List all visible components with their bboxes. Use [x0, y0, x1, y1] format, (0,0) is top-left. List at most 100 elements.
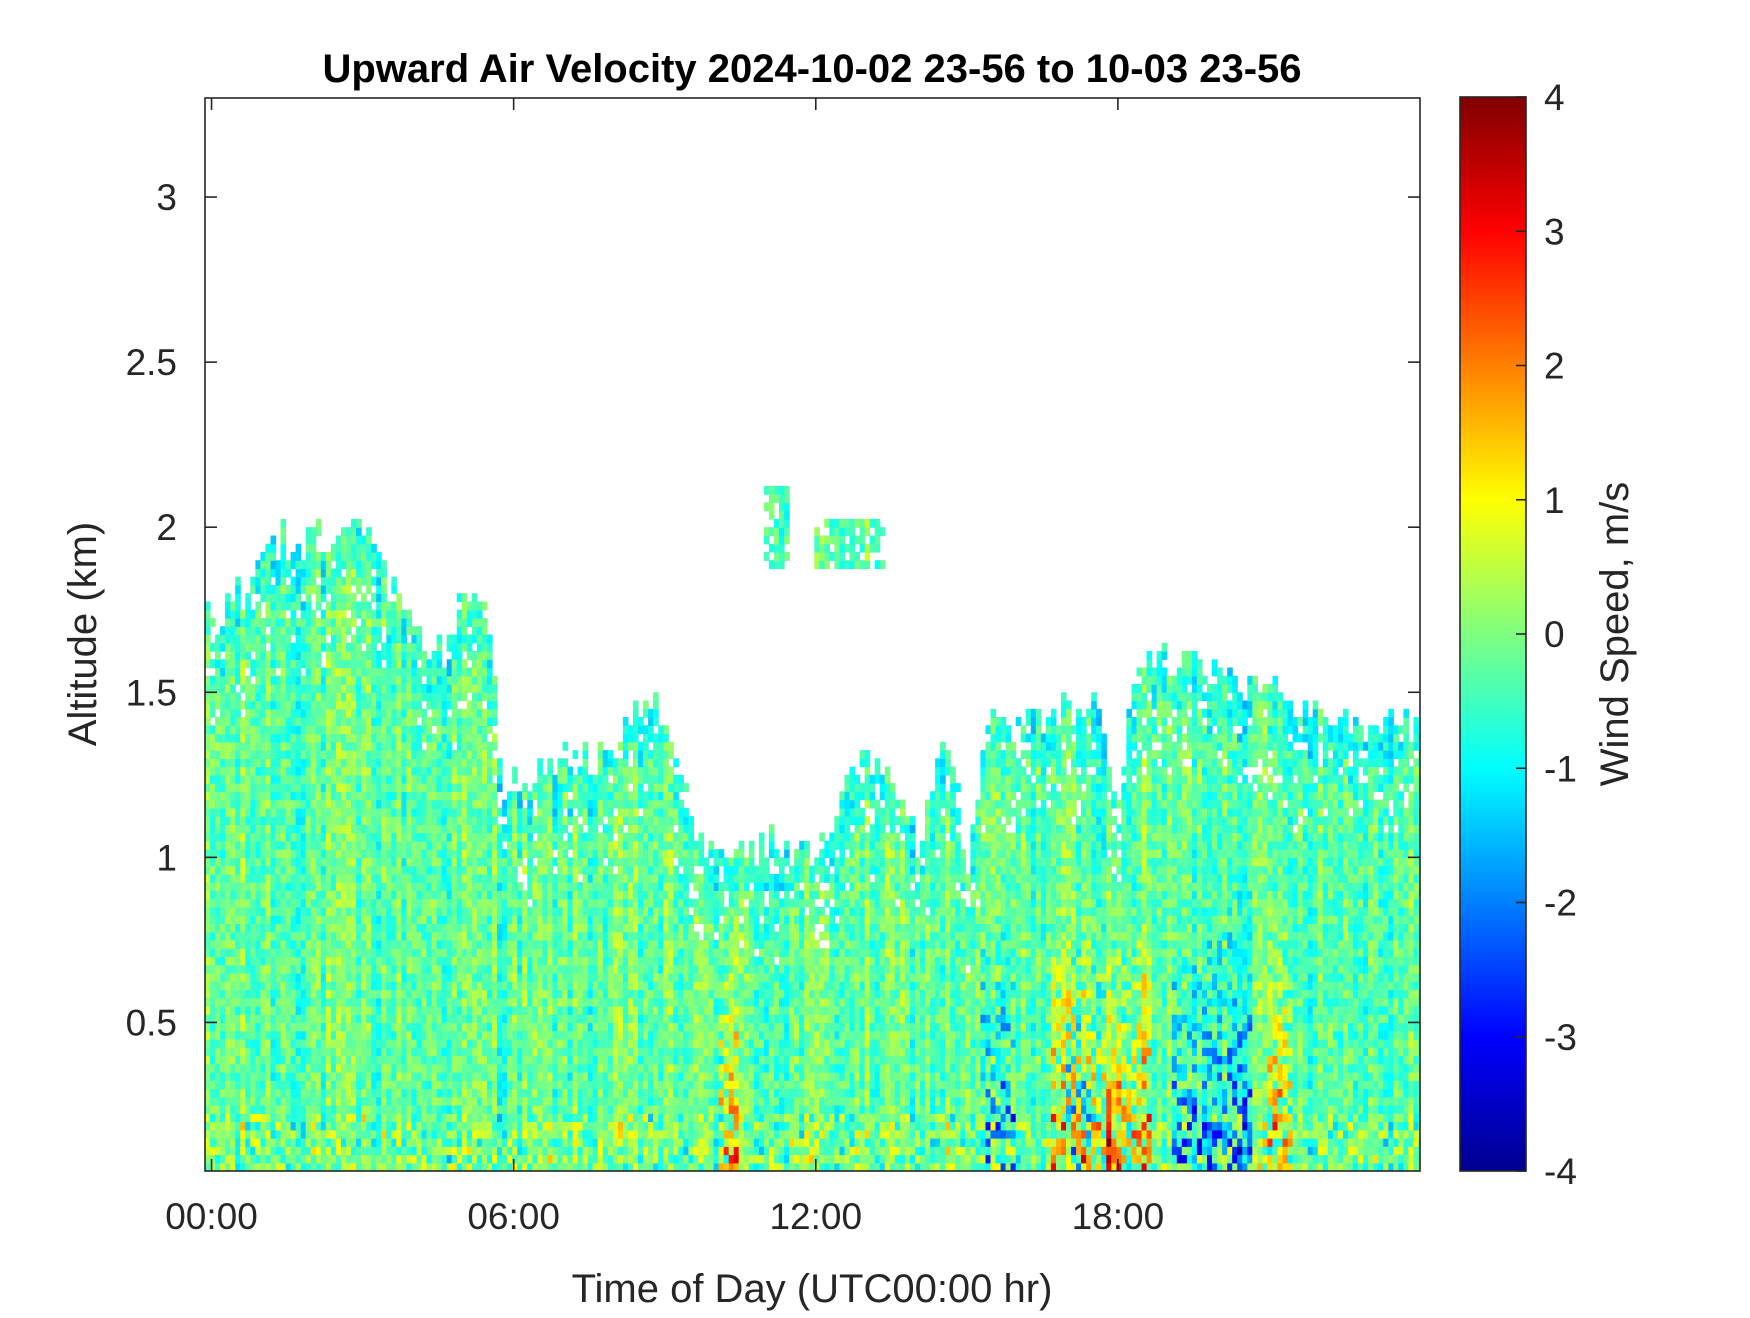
heatmap-cell — [330, 576, 337, 586]
heatmap-cell — [315, 972, 322, 982]
heatmap-cell — [376, 857, 382, 867]
heatmap-cell — [391, 601, 397, 611]
heatmap-cell — [270, 642, 277, 652]
heatmap-cell — [572, 1080, 579, 1090]
heatmap-cell — [512, 799, 518, 809]
heatmap-cell — [220, 807, 226, 817]
heatmap-cell — [471, 684, 478, 693]
heatmap-cell — [210, 758, 216, 768]
heatmap-cell — [205, 708, 211, 718]
heatmap-cell — [466, 667, 473, 677]
heatmap-cell — [320, 1030, 327, 1040]
heatmap-cell — [517, 923, 523, 933]
heatmap-cell — [356, 527, 362, 537]
heatmap-cell — [421, 783, 428, 792]
heatmap-cell — [517, 791, 523, 801]
heatmap-cell — [396, 733, 402, 743]
heatmap-cell — [210, 997, 216, 1007]
heatmap-cell — [245, 651, 251, 660]
heatmap-cell — [260, 585, 266, 594]
heatmap-cell — [240, 684, 246, 693]
heatmap-cell — [300, 1005, 307, 1015]
heatmap-cell — [471, 1138, 478, 1147]
heatmap-cell — [461, 948, 468, 957]
heatmap-cell — [230, 783, 236, 792]
heatmap-cell — [582, 1113, 589, 1123]
heatmap-cell — [487, 791, 493, 801]
heatmap-cell — [330, 981, 337, 991]
heatmap-cell — [285, 816, 292, 825]
heatmap-cell — [441, 684, 448, 693]
heatmap-cell — [592, 807, 599, 817]
heatmap-cell — [310, 1146, 317, 1156]
heatmap-cell — [451, 692, 458, 702]
heatmap-cell — [426, 873, 433, 883]
heatmap-cell — [300, 898, 307, 908]
heatmap-cell — [537, 1162, 543, 1171]
heatmap-cell — [315, 552, 322, 561]
heatmap-cell — [235, 1080, 241, 1090]
heatmap-cell — [330, 807, 337, 817]
heatmap-cell — [275, 684, 282, 693]
heatmap-cell — [461, 989, 468, 999]
heatmap-cell — [421, 1129, 428, 1139]
heatmap-cell — [260, 1105, 266, 1114]
heatmap-cell — [250, 659, 256, 669]
heatmap-cell — [426, 1088, 433, 1098]
heatmap-cell — [426, 824, 433, 834]
heatmap-cell — [381, 997, 387, 1007]
heatmap-cell — [320, 1072, 327, 1081]
heatmap-cell — [522, 997, 528, 1007]
heatmap-cell — [335, 849, 342, 858]
heatmap-cell — [356, 857, 362, 867]
heatmap-cell — [250, 1146, 256, 1156]
heatmap-cell — [391, 906, 397, 916]
heatmap-cell — [587, 948, 594, 957]
heatmap-cell — [577, 840, 584, 850]
heatmap-cell — [502, 1121, 508, 1131]
heatmap-cell — [396, 642, 402, 652]
heatmap-cell — [592, 1063, 599, 1073]
heatmap-cell — [391, 816, 397, 825]
heatmap-cell — [542, 857, 548, 867]
heatmap-cell — [215, 832, 221, 842]
heatmap-cell — [532, 989, 538, 999]
heatmap-cell — [542, 816, 548, 825]
heatmap-cell — [461, 1047, 468, 1057]
heatmap-cell — [487, 692, 493, 702]
heatmap-cell — [497, 865, 503, 875]
heatmap-cell — [225, 890, 231, 900]
heatmap-cell — [441, 972, 448, 982]
heatmap-cell — [245, 1154, 251, 1164]
heatmap-cell — [335, 585, 342, 594]
heatmap-cell — [537, 840, 543, 850]
heatmap-cell — [315, 898, 322, 908]
heatmap-cell — [356, 1113, 362, 1123]
heatmap-cell — [295, 931, 302, 941]
heatmap-cell — [567, 1038, 574, 1048]
heatmap-cell — [330, 543, 337, 553]
heatmap-cell — [481, 1072, 488, 1081]
heatmap-cell — [411, 1030, 417, 1040]
heatmap-cell — [265, 692, 271, 702]
heatmap-cell — [260, 659, 266, 669]
heatmap-cell — [330, 873, 337, 883]
heatmap-cell — [597, 1162, 604, 1171]
heatmap-cell — [351, 1047, 357, 1057]
heatmap-cell — [406, 816, 412, 825]
heatmap-cell — [401, 692, 407, 702]
heatmap-cell — [577, 1038, 584, 1048]
heatmap-cell — [215, 939, 221, 949]
heatmap-cell — [346, 725, 352, 735]
heatmap-cell — [335, 1146, 342, 1156]
heatmap-cell — [381, 906, 387, 916]
heatmap-cell — [441, 832, 448, 842]
heatmap-cell — [255, 1047, 261, 1057]
heatmap-cell — [497, 915, 503, 924]
heatmap-cell — [426, 1080, 433, 1090]
heatmap-cell — [366, 717, 372, 726]
heatmap-cell — [376, 758, 382, 768]
heatmap-cell — [411, 708, 417, 718]
heatmap-cell — [537, 1146, 543, 1156]
heatmap-cell — [582, 915, 589, 924]
